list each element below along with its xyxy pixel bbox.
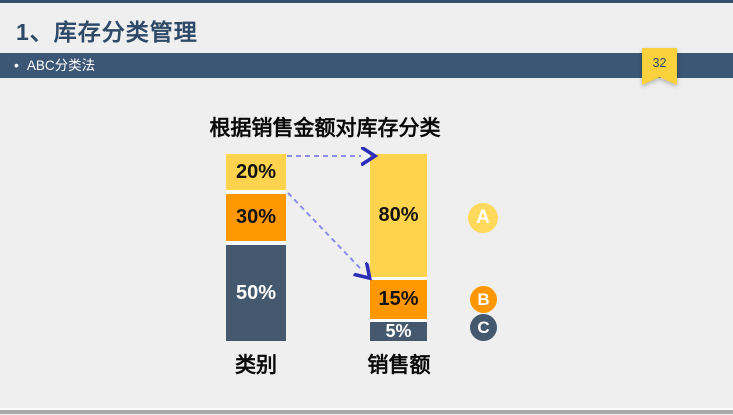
legend-badge-c: C bbox=[470, 314, 497, 341]
segment-b-15: 15% bbox=[370, 280, 427, 319]
arrow-diagonal bbox=[287, 192, 360, 268]
segment-c-50: 50% bbox=[226, 245, 286, 341]
segment-b-30: 30% bbox=[226, 194, 286, 241]
section-header-bar: • ABC分类法 bbox=[0, 53, 733, 78]
segment-gap bbox=[370, 277, 427, 280]
segment-gap bbox=[226, 241, 286, 245]
segment-gap bbox=[226, 190, 286, 194]
legend-badge-b: B bbox=[470, 286, 497, 313]
legend-badge-a: A bbox=[468, 203, 498, 233]
segment-a-20: 20% bbox=[226, 154, 286, 190]
bottom-edge-highlight bbox=[0, 408, 733, 410]
chart-title: 根据销售金额对库存分类 bbox=[209, 117, 441, 140]
page-number: 32 bbox=[642, 48, 677, 85]
segment-gap bbox=[370, 319, 427, 322]
stacked-bar-category: 20% 30% 50% bbox=[226, 154, 286, 341]
bullet-icon: • bbox=[14, 57, 19, 73]
segment-a-80: 80% bbox=[370, 154, 427, 277]
bottom-edge-line bbox=[0, 410, 733, 414]
axis-label-category: 类别 bbox=[235, 354, 277, 377]
top-accent-line bbox=[0, 0, 733, 3]
section-label: ABC分类法 bbox=[26, 58, 96, 73]
axis-label-sales: 销售额 bbox=[367, 354, 431, 377]
page-number-ribbon: 32 bbox=[642, 48, 677, 85]
segment-c-5: 5% bbox=[370, 321, 427, 341]
stacked-bar-sales: 80% 15% 5% bbox=[370, 154, 427, 341]
slide-title: 1、库存分类管理 bbox=[16, 19, 198, 45]
